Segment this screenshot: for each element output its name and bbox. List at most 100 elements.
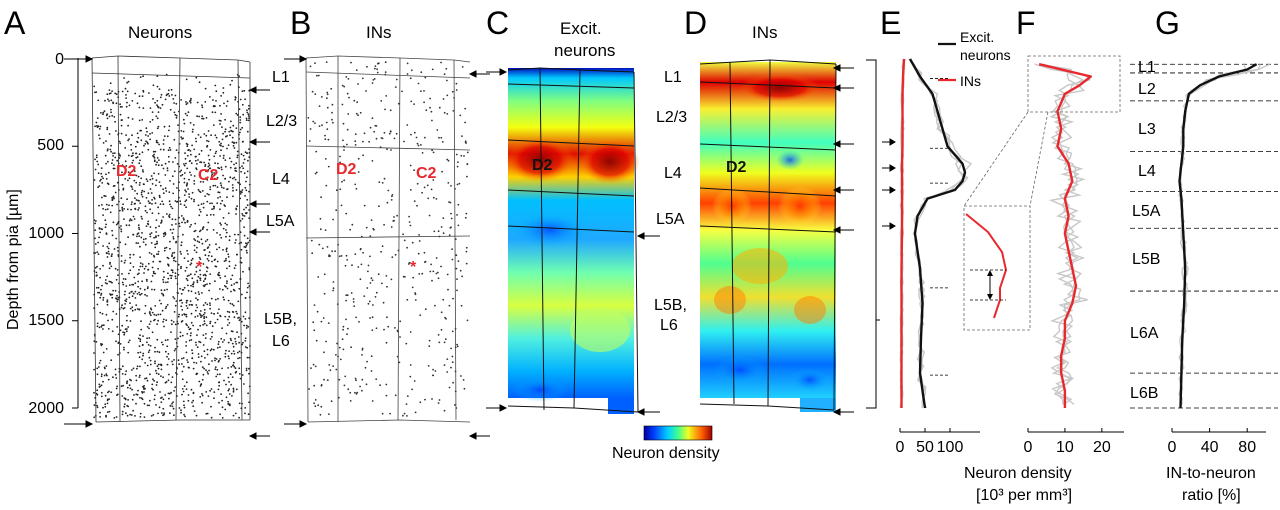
interneuron-dot [384, 71, 387, 73]
neuron-dot [112, 289, 114, 292]
trial-line [1178, 63, 1270, 405]
panel-label-c: C [486, 5, 509, 41]
neuron-dot [221, 341, 224, 343]
neuron-dot [244, 407, 247, 409]
neuron-dot [199, 262, 201, 264]
neuron-dot [125, 285, 128, 287]
neuron-dot [119, 113, 122, 116]
neuron-dot [115, 278, 118, 281]
neuron-dot [203, 317, 206, 320]
neuron-dot [200, 203, 203, 206]
interneuron-dot [417, 82, 420, 85]
neuron-dot [174, 200, 177, 202]
interneuron-dot [455, 89, 458, 91]
neuron-dot [136, 233, 139, 236]
interneuron-dot [428, 345, 431, 347]
interneuron-dot [341, 84, 344, 87]
interneuron-dot [455, 267, 458, 270]
neuron-dot [195, 304, 198, 306]
interneuron-dot [447, 159, 450, 162]
neuron-dot [189, 150, 192, 152]
neuron-dot [227, 144, 230, 147]
interneuron-dot [315, 150, 318, 153]
interneuron-dot [342, 325, 345, 328]
neuron-dot [180, 174, 182, 177]
neuron-dot [154, 101, 157, 104]
neuron-dot [119, 165, 122, 167]
neuron-dot [228, 260, 231, 263]
neuron-dot [222, 132, 225, 135]
panel-b-grid [305, 55, 471, 423]
neuron-dot [232, 130, 234, 133]
neuron-dot [153, 172, 156, 175]
neuron-dot [149, 373, 151, 376]
neuron-dot [178, 407, 181, 409]
neuron-dot [126, 380, 129, 383]
neuron-dot [120, 306, 123, 309]
title-neurons: Neurons [128, 23, 192, 42]
interneuron-dot [332, 287, 335, 290]
neuron-dot [106, 208, 109, 211]
interneuron-dot [464, 216, 467, 219]
neuron-dot [217, 388, 220, 391]
neuron-dot [209, 202, 211, 205]
neuron-dot [196, 346, 199, 349]
neuron-dot [224, 159, 227, 162]
neuron-dot [128, 177, 131, 180]
neuron-dot [206, 238, 209, 241]
neuron-dot [211, 335, 213, 338]
neuron-dot [235, 112, 238, 115]
neuron-dot [139, 351, 142, 354]
layer-l23-d: L2/3 [656, 109, 687, 126]
neuron-dot [218, 140, 221, 143]
neuron-dot [96, 373, 99, 376]
interneuron-dot [418, 273, 421, 275]
neuron-dot [200, 360, 202, 363]
neuron-dot [137, 232, 140, 235]
neuron-dot [169, 203, 171, 206]
trial-line [1034, 63, 1091, 405]
interneuron-dot [394, 86, 397, 88]
neuron-dot [210, 405, 212, 408]
neuron-dot [157, 373, 160, 376]
interneuron-dot [374, 296, 377, 298]
neuron-dot [219, 234, 222, 236]
neuron-dot [141, 189, 144, 192]
neuron-dot [185, 162, 187, 165]
interneuron-dot [355, 316, 357, 319]
depth-tick-0: 0 [55, 51, 64, 68]
neuron-dot [138, 308, 141, 311]
neuron-dot [106, 374, 108, 377]
neuron-dot [242, 270, 244, 273]
neuron-dot [141, 217, 144, 220]
neuron-dot [152, 155, 154, 157]
interneuron-dot [354, 140, 357, 143]
neuron-dot [99, 296, 102, 299]
interneuron-dot [413, 380, 416, 382]
neuron-dot [135, 374, 138, 377]
interneuron-dot [394, 327, 396, 329]
neuron-dot [208, 193, 210, 196]
interneuron-dot [357, 171, 360, 173]
neuron-dot [121, 365, 124, 368]
neuron-dot [141, 169, 144, 171]
neuron-dot [123, 331, 126, 334]
interneuron-dot [411, 286, 414, 289]
neuron-dot [230, 366, 233, 368]
panel-label-a: A [4, 5, 26, 41]
interneuron-dot [312, 120, 315, 123]
neuron-dot [221, 399, 224, 402]
neuron-dot [128, 339, 131, 342]
neuron-dot [100, 343, 102, 345]
neuron-dot [204, 337, 207, 339]
neuron-dot [158, 299, 161, 302]
neuron-dot [115, 130, 117, 132]
neuron-dot [126, 81, 128, 84]
neuron-dot [169, 412, 171, 415]
interneuron-dot [436, 129, 439, 131]
neuron-dot [195, 344, 198, 346]
layer-labels-g: L1 L2 L3 L4 L5A L5B L6A L6B [1130, 59, 1161, 402]
neuron-dot [159, 260, 162, 263]
neuron-dot [116, 385, 118, 388]
neuron-dot [98, 204, 100, 207]
